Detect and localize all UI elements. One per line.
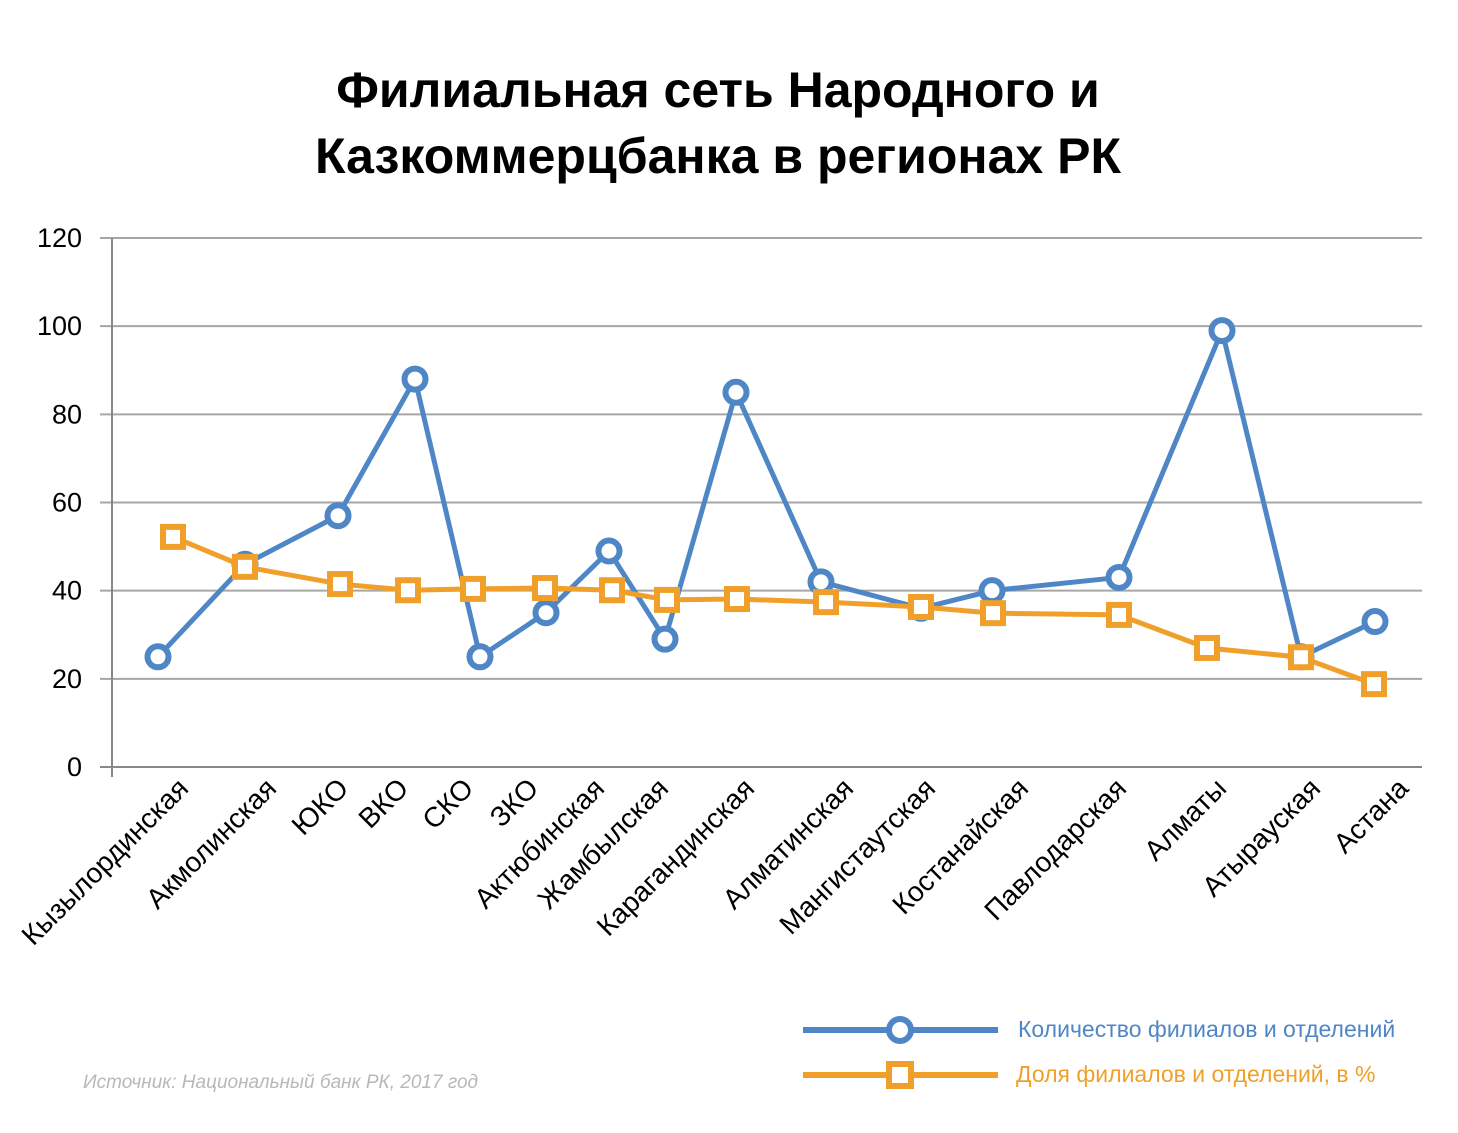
legend-item-count: Количество филиалов и отделений — [803, 1016, 1395, 1044]
data-point-circle — [722, 378, 750, 406]
data-point-square — [980, 600, 1006, 627]
data-point-square — [160, 523, 186, 550]
data-point-circle — [1208, 317, 1236, 345]
data-point-square — [232, 553, 258, 580]
y-tick-label: 20 — [52, 664, 82, 694]
series-group — [144, 317, 1389, 698]
legend-label-count: Количество филиалов и отделений — [1018, 1016, 1395, 1042]
data-point-circle — [144, 643, 172, 671]
x-category-label: Карагандинская — [591, 772, 760, 941]
data-point-circle — [595, 537, 623, 565]
data-point-circle — [978, 577, 1006, 605]
legend-square-marker-icon — [886, 1061, 914, 1089]
x-category-label: ЗКО — [484, 772, 545, 833]
data-point-circle — [324, 502, 352, 530]
data-point-square — [1288, 644, 1314, 671]
x-category-label: СКО — [416, 772, 479, 835]
data-point-square — [1361, 671, 1387, 698]
data-point-circle — [1105, 563, 1133, 591]
y-tick-label: 40 — [52, 576, 82, 606]
x-category-label: Кызылординская — [16, 772, 195, 951]
legend: Количество филиалов и отделений Доля фил… — [803, 1016, 1395, 1089]
data-point-square — [327, 571, 353, 598]
series-share — [160, 523, 1387, 698]
data-point-square — [813, 589, 839, 616]
data-point-circle — [1361, 608, 1389, 636]
data-point-square — [599, 577, 625, 604]
y-tick-label: 120 — [37, 223, 82, 253]
series-line — [156, 328, 1377, 660]
data-point-circle — [651, 625, 679, 653]
x-category-label: ЮКО — [286, 772, 355, 841]
legend-item-share: Доля филиалов и отделений, в % — [803, 1061, 1376, 1089]
data-point-square — [1106, 601, 1132, 628]
y-tick-label: 100 — [37, 311, 82, 341]
y-axis-ticks: 0 20 40 60 80 100 120 — [37, 223, 82, 782]
data-point-square — [460, 575, 486, 602]
data-point-circle — [466, 643, 494, 671]
x-category-label: Алматы — [1138, 772, 1232, 866]
data-point-circle — [401, 365, 429, 393]
y-tick-label: 0 — [67, 752, 82, 782]
gridlines — [100, 237, 1422, 777]
y-tick-label: 80 — [52, 399, 82, 429]
data-point-square — [532, 575, 558, 602]
x-category-label: ВКО — [352, 772, 414, 834]
data-point-square — [1194, 634, 1220, 661]
source-note: Источник: Национальный банк РК, 2017 год — [83, 1072, 478, 1093]
series-line — [172, 534, 1375, 687]
data-point-square — [395, 577, 421, 604]
data-point-square — [908, 593, 934, 620]
chart-title-line-1: Филиальная сеть Народного и — [336, 62, 1100, 118]
chart-title-line-2: Казкоммерцбанка в регионах РК — [315, 128, 1121, 184]
x-category-label: Астана — [1327, 772, 1414, 859]
data-point-circle — [532, 599, 560, 627]
legend-circle-marker-icon — [886, 1016, 914, 1044]
data-point-square — [724, 586, 750, 613]
y-tick-label: 60 — [52, 488, 82, 518]
x-category-label: Мангистаутская — [773, 772, 941, 940]
data-point-square — [654, 586, 680, 613]
legend-label-share: Доля филиалов и отделений, в % — [1016, 1061, 1376, 1087]
series-count — [144, 317, 1389, 671]
